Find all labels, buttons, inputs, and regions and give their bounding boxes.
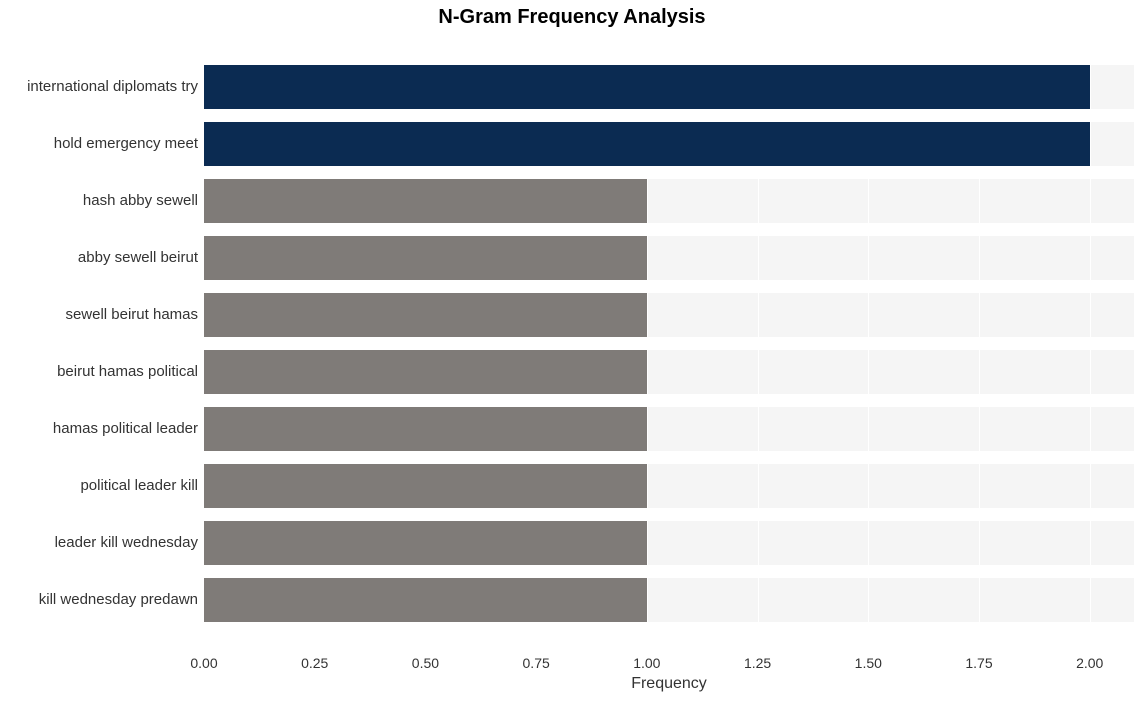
horizontal-grid-band [204, 109, 1134, 122]
horizontal-grid-band [204, 223, 1134, 236]
horizontal-grid-band [204, 451, 1134, 464]
x-axis-tick-label: 1.75 [965, 655, 992, 671]
bar [204, 179, 647, 223]
horizontal-grid-band [204, 565, 1134, 578]
bar [204, 578, 647, 622]
horizontal-grid-band [204, 166, 1134, 179]
horizontal-grid-band [204, 622, 1134, 641]
x-axis-tick-label: 0.00 [190, 655, 217, 671]
bar [204, 236, 647, 280]
horizontal-grid-band [204, 36, 1134, 65]
horizontal-grid-band [204, 280, 1134, 293]
x-axis-label: Frequency [204, 675, 1134, 693]
bar [204, 464, 647, 508]
y-axis-category-label: hold emergency meet [0, 135, 198, 152]
plot-area [204, 36, 1134, 641]
horizontal-grid-band [204, 394, 1134, 407]
horizontal-grid-band [204, 337, 1134, 350]
bar [204, 65, 1090, 109]
x-axis-tick-label: 1.25 [744, 655, 771, 671]
x-axis-tick-label: 0.75 [523, 655, 550, 671]
x-axis-tick-label: 0.25 [301, 655, 328, 671]
y-axis-category-label: sewell beirut hamas [0, 306, 198, 323]
bar [204, 293, 647, 337]
y-axis-category-label: political leader kill [0, 477, 198, 494]
y-axis-category-label: beirut hamas political [0, 363, 198, 380]
y-axis-category-label: international diplomats try [0, 78, 198, 95]
bar [204, 407, 647, 451]
y-axis-category-label: abby sewell beirut [0, 249, 198, 266]
bar [204, 122, 1090, 166]
chart-title: N-Gram Frequency Analysis [0, 6, 1144, 29]
bar [204, 350, 647, 394]
bar [204, 521, 647, 565]
x-axis-tick-label: 1.50 [855, 655, 882, 671]
y-axis-category-label: hash abby sewell [0, 192, 198, 209]
x-axis-tick-label: 2.00 [1076, 655, 1103, 671]
y-axis-category-label: kill wednesday predawn [0, 591, 198, 608]
y-axis-category-label: leader kill wednesday [0, 534, 198, 551]
x-axis-tick-label: 0.50 [412, 655, 439, 671]
chart-container: N-Gram Frequency Analysis Frequency inte… [0, 0, 1144, 701]
y-axis-category-label: hamas political leader [0, 420, 198, 437]
horizontal-grid-band [204, 508, 1134, 521]
x-axis-tick-label: 1.00 [633, 655, 660, 671]
vertical-gridline [1090, 36, 1091, 641]
